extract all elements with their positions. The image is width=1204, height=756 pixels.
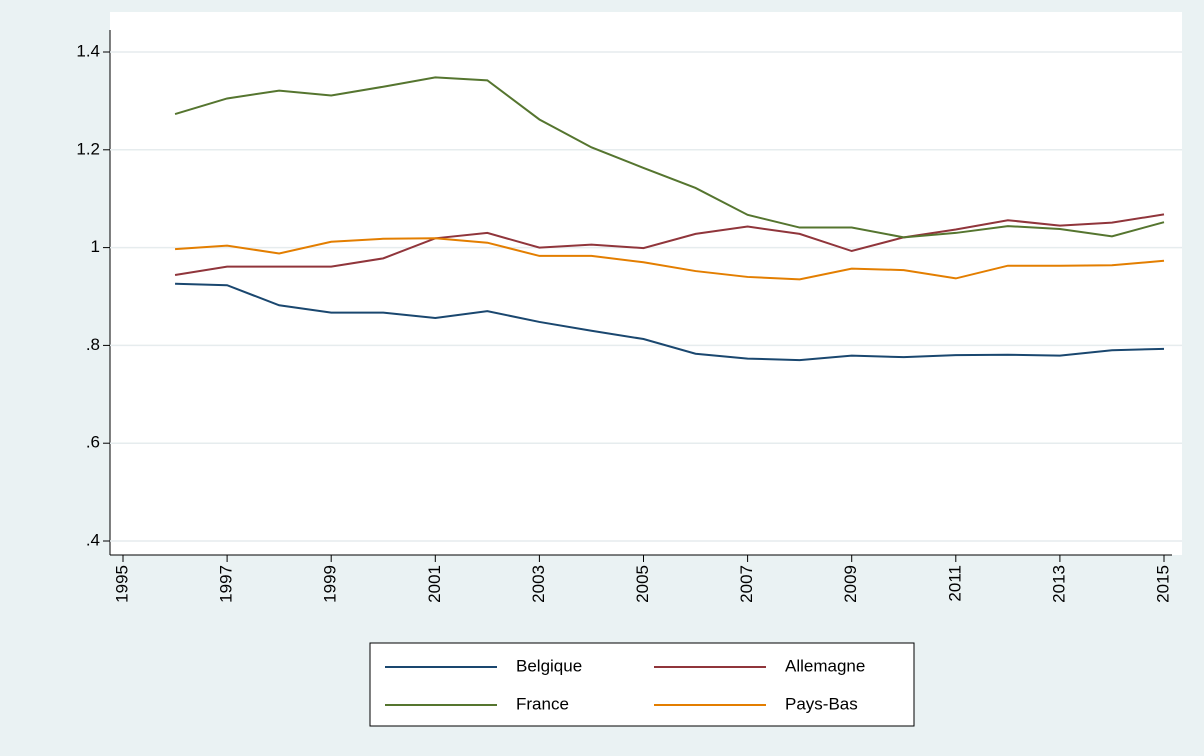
x-tick-label: 2015 xyxy=(1153,565,1172,603)
legend-label: Allemagne xyxy=(785,656,865,675)
y-tick-label: .6 xyxy=(86,433,100,452)
plot-region xyxy=(110,12,1182,555)
series-line xyxy=(174,237,1165,281)
x-tick-label: 1997 xyxy=(217,565,236,603)
legend-label: France xyxy=(516,694,569,713)
x-tick-label: 2011 xyxy=(945,565,964,602)
y-tick-label: 1 xyxy=(91,237,100,256)
legend xyxy=(369,642,915,727)
y-tick-label: .4 xyxy=(86,530,100,549)
x-tick-label: 1999 xyxy=(321,565,340,603)
x-tick-label: 2003 xyxy=(529,565,548,603)
series-line xyxy=(174,213,1165,276)
legend-label: Pays-Bas xyxy=(785,694,858,713)
x-tick-label: 2001 xyxy=(425,565,444,603)
y-tick-label: 1.4 xyxy=(76,41,100,60)
x-tick-label: 2013 xyxy=(1049,565,1068,603)
y-tick-label: 1.2 xyxy=(76,139,100,158)
series-line xyxy=(174,76,1165,239)
legend-label: Belgique xyxy=(516,656,582,675)
x-tick-label: 1995 xyxy=(112,565,131,603)
x-tick-label: 2007 xyxy=(737,565,756,603)
x-tick-label: 2005 xyxy=(633,565,652,603)
x-tick-label: 2009 xyxy=(841,565,860,603)
y-tick-label: .8 xyxy=(86,335,100,354)
series-line xyxy=(175,282,1165,362)
